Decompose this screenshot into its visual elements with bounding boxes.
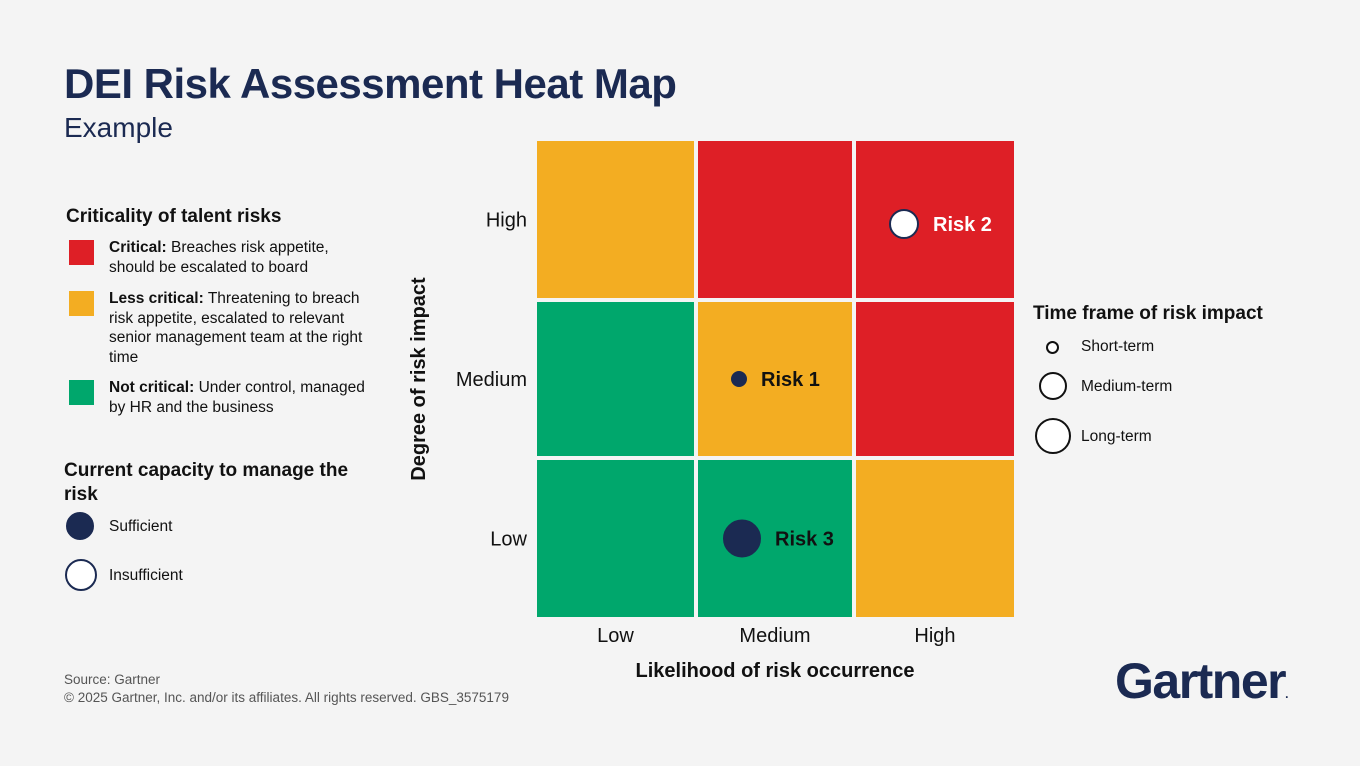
heatmap-cell-high-impact-low-likelihood <box>537 141 694 298</box>
critical-swatch <box>69 240 94 265</box>
critical-description: Breaches risk appetite, should be escala… <box>109 239 329 276</box>
short-term-circle-icon <box>1046 341 1059 354</box>
y-tick-label-medium: Medium <box>456 369 527 391</box>
sufficient-label: Sufficient <box>109 518 173 535</box>
less-critical-label: Less critical: <box>109 290 204 307</box>
legend-item-medium-term: Medium-term <box>1033 370 1233 406</box>
y-tick-label-low: Low <box>490 529 527 551</box>
criticality-legend-heading: Criticality of talent risks <box>66 206 282 227</box>
page-subtitle: Example <box>64 112 173 143</box>
y-tick-label-high: High <box>486 210 527 232</box>
x-tick-label-high: High <box>914 625 955 647</box>
x-axis-label: Likelihood of risk occurrence <box>636 660 915 682</box>
source-note: Source: Gartner <box>64 672 161 687</box>
capacity-legend-heading: Current capacity to manage the risk <box>64 460 349 505</box>
x-tick-label-low: Low <box>597 625 634 647</box>
logo-text: Gartner <box>1115 653 1287 709</box>
heatmap-cell-medium-impact-low-likelihood <box>537 302 694 456</box>
y-axis-label: Degree of risk impact <box>408 277 430 481</box>
long-term-circle-icon <box>1035 418 1071 454</box>
short-term-label: Short-term <box>1081 338 1155 355</box>
risk-2-label: Risk 2 <box>933 214 992 236</box>
not-critical-swatch <box>69 380 94 405</box>
risk-3-label: Risk 3 <box>775 529 834 551</box>
heatmap-cell-high-impact-high-likelihood <box>856 141 1014 298</box>
x-tick-label-medium: Medium <box>739 625 810 647</box>
legend-item-long-term: Long-term <box>1033 418 1233 454</box>
sufficient-circle-icon <box>66 512 94 540</box>
page-title: DEI Risk Assessment Heat Map <box>64 60 677 107</box>
less-critical-description: Threatening to breach risk appetite, esc… <box>109 290 363 366</box>
medium-term-circle-icon <box>1039 372 1067 400</box>
not-critical-description: Under control, managed by HR and the bus… <box>109 379 365 416</box>
heatmap-cell-low-impact-low-likelihood <box>537 460 694 617</box>
risk-3-marker <box>723 519 761 558</box>
medium-term-label: Medium-term <box>1081 378 1173 395</box>
legend-item-short-term: Short-term <box>1033 336 1233 372</box>
copyright-note: © 2025 Gartner, Inc. and/or its affiliat… <box>64 690 509 705</box>
insufficient-label: Insufficient <box>109 567 183 584</box>
critical-label: Critical: <box>109 239 167 256</box>
insufficient-circle-icon <box>65 559 97 591</box>
heatmap-cell-medium-impact-high-likelihood <box>856 302 1014 456</box>
gartner-logo: Gartner. <box>1115 652 1288 710</box>
timeframe-legend-heading: Time frame of risk impact <box>1033 303 1263 324</box>
risk-1-marker <box>731 371 747 387</box>
risk-2-marker <box>889 209 919 239</box>
long-term-label: Long-term <box>1081 428 1152 445</box>
not-critical-label: Not critical: <box>109 379 195 396</box>
heatmap-cell-medium-impact-medium-likelihood <box>698 302 852 456</box>
risk-1-label: Risk 1 <box>761 369 820 391</box>
logo-mark: . <box>1285 687 1289 701</box>
heatmap-cell-high-impact-medium-likelihood <box>698 141 852 298</box>
less-critical-swatch <box>69 291 94 316</box>
heatmap-cell-low-impact-high-likelihood <box>856 460 1014 617</box>
